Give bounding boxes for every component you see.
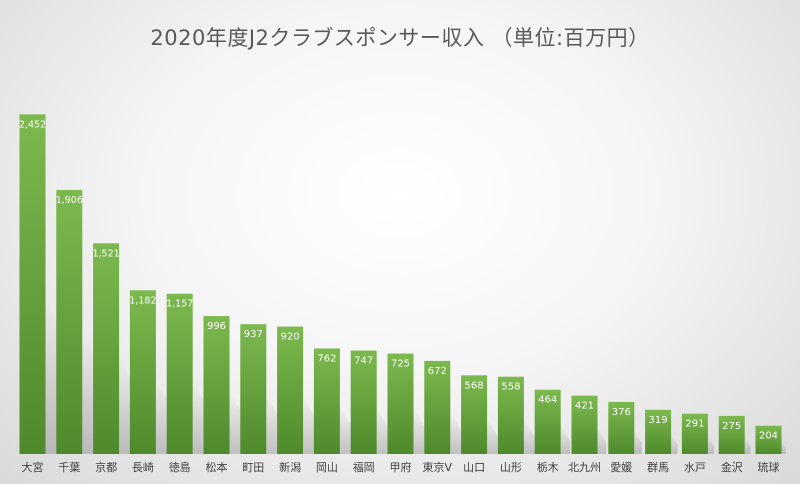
data-label: 319 [649,415,668,426]
bar-shadow [744,436,751,454]
data-label: 1,157 [166,299,193,310]
data-label: 291 [685,419,704,430]
category-label: 甲府 [390,460,412,474]
category-label: 新潟 [279,460,301,474]
data-label: 996 [207,321,226,332]
bar-京都 [93,243,120,454]
data-label: 1,182 [129,295,156,306]
category-label: 琉球 [758,460,780,474]
bar-大宮 [19,114,46,454]
category-label: 北九州 [568,461,601,474]
bar-岡山 [313,348,340,454]
data-label: 558 [501,382,520,393]
data-label: 762 [317,353,336,364]
bar-群馬 [645,409,672,454]
category-label: 大宮 [22,460,44,474]
bar-栃木 [534,389,561,454]
bar-徳島 [166,293,193,454]
bar-金沢 [718,415,745,454]
bar-shadow [707,435,714,454]
data-label: 421 [575,401,594,412]
category-label: 徳島 [169,460,191,474]
bar-長崎 [129,290,156,454]
bar-愛媛 [608,401,635,454]
category-label: 山形 [500,461,522,474]
data-label: 204 [759,431,778,442]
bar-shadow [523,419,536,454]
bar-shadow [487,418,499,454]
data-label: 568 [465,380,484,391]
bar-千葉 [56,189,83,454]
category-label: 町田 [242,461,264,474]
category-label: 京都 [95,460,117,474]
data-label: 747 [354,356,373,367]
category-label: 愛媛 [610,460,632,474]
data-label: 937 [244,329,263,340]
bar-shadow [560,425,571,454]
category-label: 長崎 [132,460,154,474]
category-label: 松本 [206,460,228,474]
chart-title: 2020年度J2クラブスポンサー収入 （単位:百万円） [150,26,650,50]
bar-松本 [203,316,230,454]
bar-町田 [240,324,267,454]
category-label: 金沢 [721,460,743,474]
bar-shadow [597,427,607,454]
bar-東京V [424,360,451,454]
bar-北九州 [571,395,598,454]
category-label: 栃木 [537,460,559,474]
data-label: 920 [281,332,300,343]
data-label: 2,452 [19,119,46,130]
bar-山口 [461,375,488,454]
data-label: 275 [722,421,741,432]
category-label: 東京V [423,460,453,474]
bar-shadow [634,430,643,454]
category-label: 岡山 [316,461,338,474]
category-label: 福岡 [353,460,375,474]
category-label: 水戸 [684,461,706,474]
bar-shadow [671,434,678,454]
bar-水戸 [681,413,708,454]
category-label: 山口 [463,461,485,474]
bar-山形 [497,376,524,454]
bar-shadow [450,412,465,454]
data-label: 672 [428,366,447,377]
bar-福岡 [350,350,377,454]
bar-新潟 [277,326,304,454]
bar-甲府 [387,353,414,454]
data-label: 376 [612,407,631,418]
bar-shadow [781,441,786,454]
bar-琉球 [755,425,782,454]
category-label: 群馬 [647,460,669,474]
category-label: 千葉 [58,460,80,474]
data-label: 725 [391,359,410,370]
data-label: 1,521 [92,248,119,259]
data-label: 1,906 [56,195,83,206]
data-label: 464 [538,395,557,406]
